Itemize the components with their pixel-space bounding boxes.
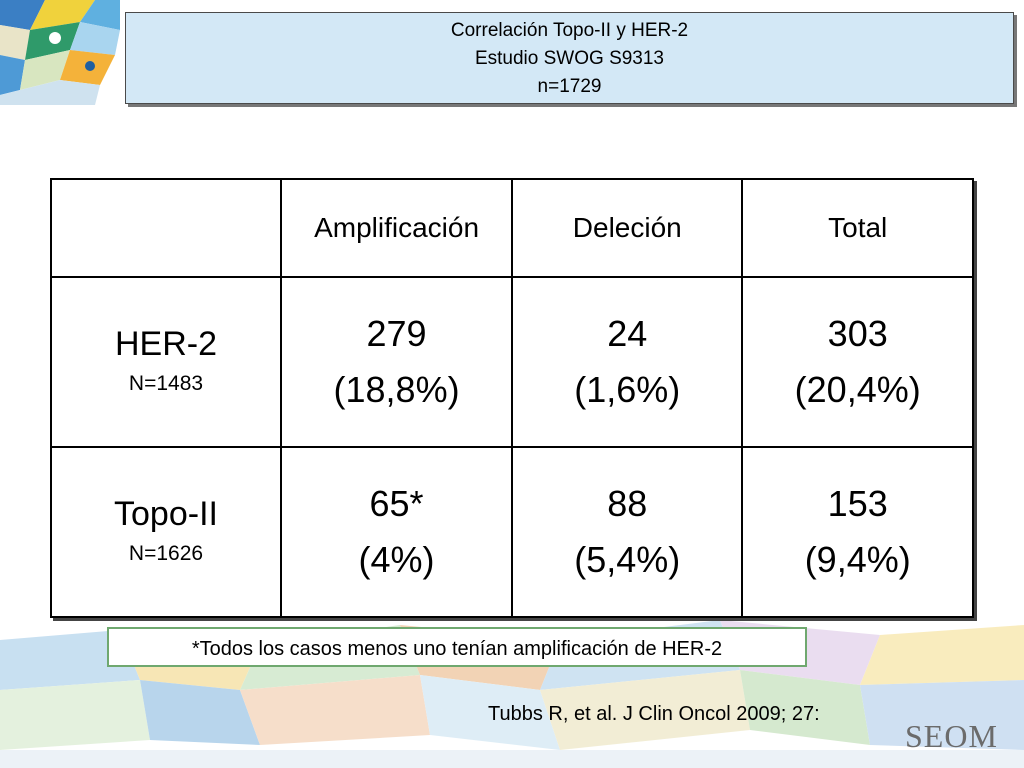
slide-title-box: Correlación Topo-II y HER-2 Estudio SWOG… (125, 12, 1014, 104)
cell-percent: (9,4%) (804, 539, 911, 580)
cell-percent: (1,6%) (574, 369, 681, 410)
cell-percent: (4%) (358, 539, 435, 580)
table-header-row: Amplificación Deleción Total (50, 178, 974, 278)
title-line-2: Estudio SWOG S9313 (474, 48, 665, 69)
row-sample-size: N=1483 (128, 372, 204, 395)
cell-count: 153 (827, 483, 888, 524)
cell-count: 65* (369, 483, 424, 524)
mosaic-corner-decoration (0, 0, 120, 105)
row-name: Topo-II (114, 495, 218, 533)
footnote-box: *Todos los casos menos uno tenían amplif… (107, 627, 807, 667)
row-name: HER-2 (114, 325, 218, 363)
table-row-topo2: Topo-II N=1626 65* (4%) 88 (5,4%) 153 (9… (50, 446, 974, 618)
table-header-amplificacion: Amplificación (279, 178, 514, 278)
row-label-cell: HER-2 N=1483 (50, 276, 282, 448)
row-sample-size: N=1626 (128, 542, 204, 565)
cell-percent: (20,4%) (794, 369, 921, 410)
title-line-3: n=1729 (537, 76, 602, 97)
table-cell: 65* (4%) (279, 446, 514, 618)
table-header-total: Total (741, 178, 974, 278)
cell-percent: (5,4%) (574, 539, 681, 580)
table-cell: 153 (9,4%) (741, 446, 974, 618)
cell-count: 88 (607, 483, 648, 524)
cell-count: 279 (366, 313, 427, 354)
table-header-delecion: Deleción (511, 178, 744, 278)
seom-logo: SEOM (905, 718, 998, 754)
cell-percent: (18,8%) (333, 369, 460, 410)
row-label-cell: Topo-II N=1626 (50, 446, 282, 618)
table-cell: 88 (5,4%) (511, 446, 744, 618)
results-table: Amplificación Deleción Total HER-2 N=148… (50, 178, 974, 618)
cell-count: 24 (607, 313, 648, 354)
table-cell: 303 (20,4%) (741, 276, 974, 448)
citation-text: Tubbs R, et al. J Clin Oncol 2009; 27: (488, 703, 820, 725)
title-line-1: Correlación Topo-II y HER-2 (450, 20, 689, 41)
table-row-her2: HER-2 N=1483 279 (18,8%) 24 (1,6%) 303 (… (50, 276, 974, 448)
table-cell: 279 (18,8%) (279, 276, 514, 448)
cell-count: 303 (827, 313, 888, 354)
table-cell: 24 (1,6%) (511, 276, 744, 448)
table-header-empty (50, 178, 282, 278)
